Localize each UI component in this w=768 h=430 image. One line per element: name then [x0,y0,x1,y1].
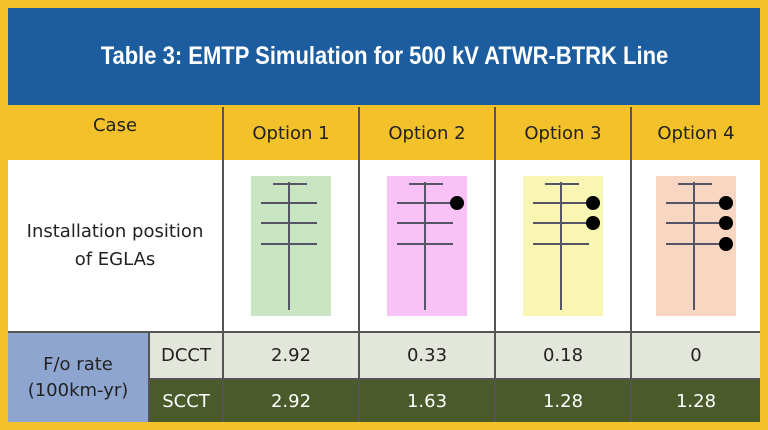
diagram-cell [494,160,630,331]
table-title: Table 3: EMTP Simulation for 500 kV ATWR… [100,42,668,70]
rate-label: F/o rate (100km-yr) [8,331,148,422]
row-label: Installation position of EGLAs [8,160,222,331]
option-header: Option 1 [222,107,358,160]
title-band: Table 3: EMTP Simulation for 500 kV ATWR… [8,8,760,105]
diagram-cell [222,160,358,331]
tower-diagram [251,175,331,316]
row-label: SCCT [148,378,222,422]
case-header: Case [8,107,222,160]
value-cell: 2.92 [222,331,358,378]
value-cell: 1.28 [630,378,760,422]
value-cell: 0.18 [494,331,630,378]
option-header: Option 4 [630,107,760,160]
tower-diagram [523,175,603,316]
value-cell: 0 [630,331,760,378]
option-header: Option 3 [494,107,630,160]
diagram-cell [630,160,760,331]
tower-diagram [387,175,467,316]
tower-diagram [656,175,736,316]
diagram-cell [358,160,494,331]
value-cell: 2.92 [222,378,358,422]
value-cell: 1.28 [494,378,630,422]
option-header: Option 2 [358,107,494,160]
row-label: DCCT [148,331,222,378]
value-cell: 0.33 [358,331,494,378]
value-cell: 1.63 [358,378,494,422]
